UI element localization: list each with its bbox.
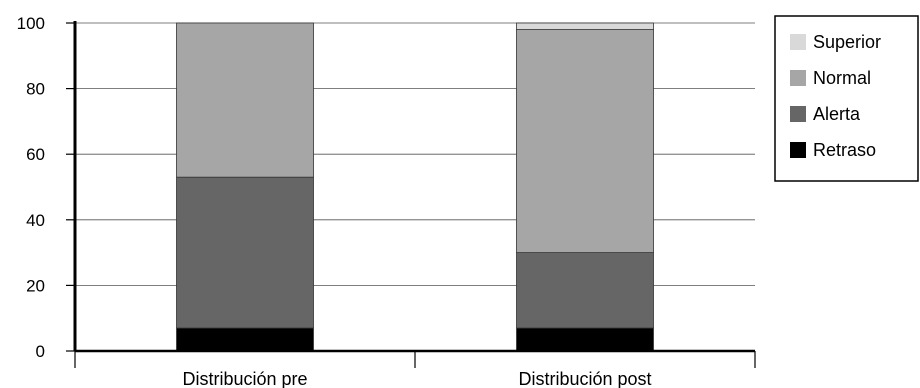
y-tick-label: 80 bbox=[26, 80, 45, 99]
bar-segment-retraso-1 bbox=[516, 327, 654, 352]
legend-swatch-alerta bbox=[790, 106, 806, 122]
legend-swatch-retraso bbox=[790, 142, 806, 158]
legend-swatch-normal bbox=[790, 70, 806, 86]
x-category-label: Distribución post bbox=[518, 369, 651, 388]
bar-segment-normal-1 bbox=[516, 29, 654, 253]
bar-segment-normal-0 bbox=[176, 22, 314, 178]
x-category-label: Distribución pre bbox=[182, 369, 307, 388]
bar-segment-superior-1 bbox=[516, 22, 654, 30]
legend-label-superior: Superior bbox=[813, 32, 881, 52]
y-tick-label: 20 bbox=[26, 276, 45, 295]
legend-label-retraso: Retraso bbox=[813, 140, 876, 160]
y-tick-label: 100 bbox=[17, 14, 45, 33]
legend-label-alerta: Alerta bbox=[813, 104, 861, 124]
legend-label-normal: Normal bbox=[813, 68, 871, 88]
bars bbox=[176, 22, 654, 352]
y-tick-label: 60 bbox=[26, 145, 45, 164]
bar-segment-alerta-0 bbox=[176, 176, 314, 329]
y-tick-label: 40 bbox=[26, 211, 45, 230]
bar-segment-retraso-0 bbox=[176, 327, 314, 352]
bar-segment-alerta-1 bbox=[516, 252, 654, 329]
y-tick-label: 0 bbox=[36, 342, 45, 361]
axes: 0 20 40 60 80 100 Distribución pre Distribución… bbox=[17, 14, 756, 388]
legend-swatch-superior bbox=[790, 34, 806, 50]
legend: Superior Normal Alerta Retraso bbox=[774, 15, 919, 182]
